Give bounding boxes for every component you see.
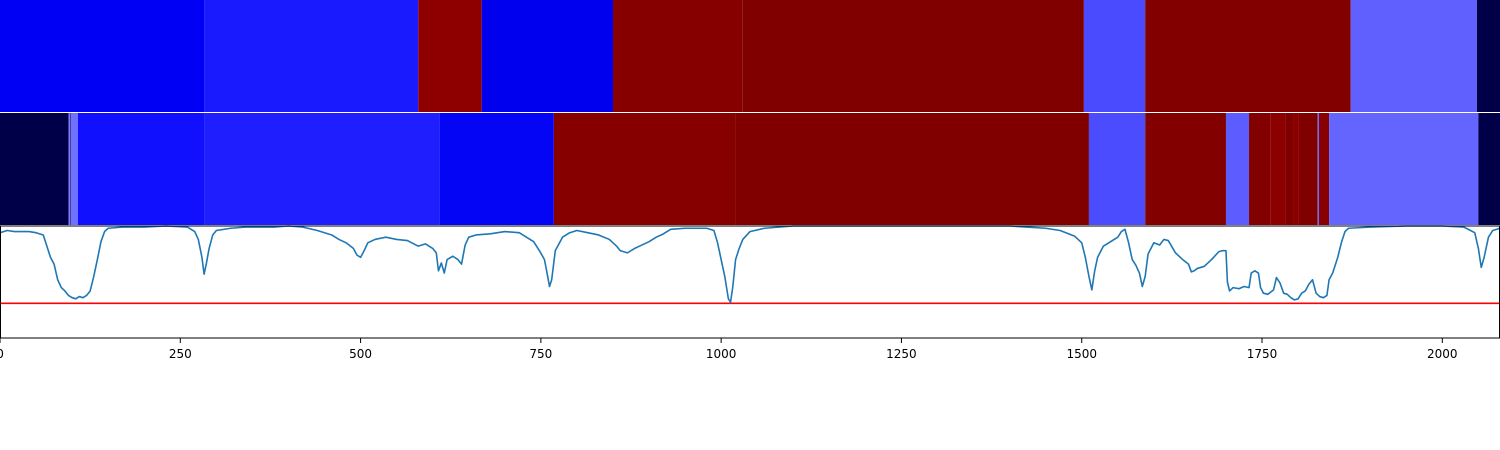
x-tick-label-7: 1750 <box>1247 347 1278 361</box>
x-axis: 0 250 500 750 1000 1250 1500 1750 2000 <box>0 338 1458 361</box>
row-separator-1 <box>0 112 1500 113</box>
x-tick-label-6: 1500 <box>1066 347 1097 361</box>
segment-row-2-segment-6 <box>439 113 554 225</box>
segment-row-2-segment-7 <box>553 113 736 225</box>
x-tick-label-5: 1250 <box>886 347 917 361</box>
segment-row-2-segment-17 <box>1317 113 1319 225</box>
series-line <box>0 225 1500 303</box>
segment-row-2-segment-4 <box>77 113 205 225</box>
segment-row-2-segment-19 <box>1329 113 1479 225</box>
segment-row-1-segment-9 <box>1476 0 1500 112</box>
segment-row-2-segment-1 <box>68 113 70 225</box>
x-tick-label-2: 500 <box>349 347 372 361</box>
segment-row-1-segment-2 <box>418 0 482 112</box>
segment-row-1-segment-8 <box>1350 0 1477 112</box>
segment-row-2-segment-20 <box>1478 113 1500 225</box>
segment-row-2-segment-2 <box>69 113 71 225</box>
segment-row-1-segment-0 <box>0 0 205 112</box>
segment-row-1-segment-1 <box>204 0 419 112</box>
segment-row-2-segment-18 <box>1318 113 1330 225</box>
segment-row-1-segment-7 <box>1145 0 1351 112</box>
x-tick-label-8: 2000 <box>1427 347 1458 361</box>
segment-row-2-segment-12 <box>1249 113 1271 225</box>
segment-row-1-segment-3 <box>481 0 613 112</box>
x-tick-label-0: 0 <box>0 347 4 361</box>
segment-row-2-segment-5 <box>204 113 440 225</box>
segment-row-1-segment-4 <box>612 0 743 112</box>
segment-row-2-segment-8 <box>735 113 1089 225</box>
segment-row-2-segment-10 <box>1145 113 1226 225</box>
segment-row-1-segment-6 <box>1083 0 1146 112</box>
x-tick-label-1: 250 <box>169 347 192 361</box>
segment-row-2-segment-0 <box>0 113 69 225</box>
segment-row-2-segment-9 <box>1088 113 1146 225</box>
segment-row-2-segment-15 <box>1293 113 1299 225</box>
x-tick-label-3: 750 <box>529 347 552 361</box>
x-tick-label-4: 1000 <box>706 347 737 361</box>
line-panel <box>0 225 1500 339</box>
segment-row-2 <box>0 112 1500 226</box>
segment-row-2-segment-11 <box>1225 113 1250 225</box>
segment-row-1 <box>0 0 1500 112</box>
segment-row-2-segment-14 <box>1285 113 1294 225</box>
segment-row-2-segment-16 <box>1298 113 1318 225</box>
segment-row-2-segment-3 <box>70 113 78 225</box>
segment-row-1-segment-5 <box>742 0 1084 112</box>
segment-row-2-segment-13 <box>1270 113 1286 225</box>
